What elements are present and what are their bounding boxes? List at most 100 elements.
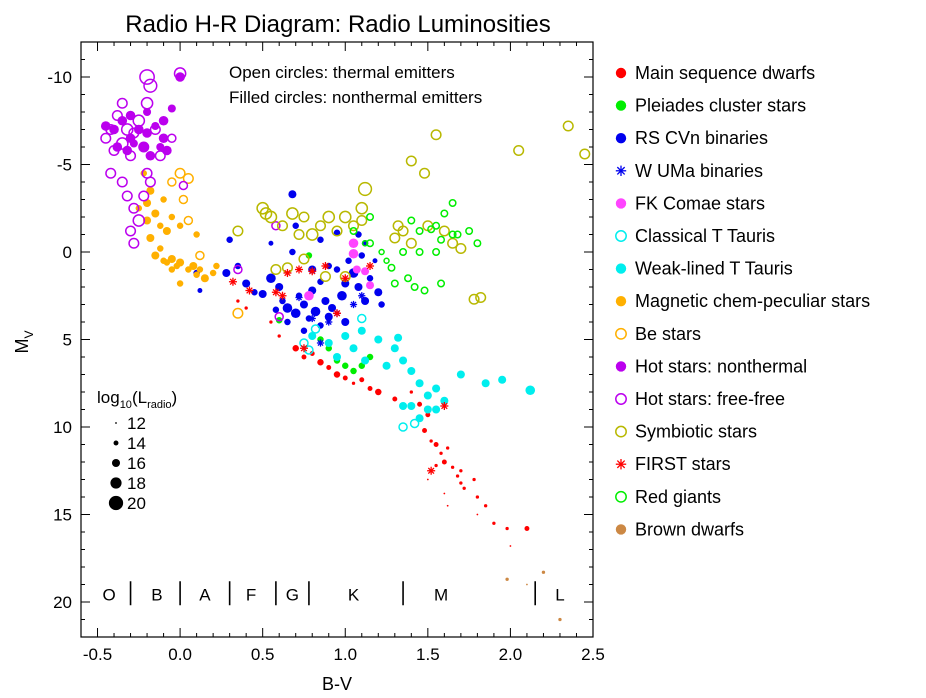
data-point (382, 361, 391, 370)
data-point (361, 296, 370, 306)
data-point (271, 288, 280, 297)
spectral-class-label: B (151, 585, 162, 604)
data-point (293, 228, 305, 241)
data-point (298, 253, 310, 265)
data-point (197, 288, 203, 293)
data-point (222, 268, 231, 278)
legend-label: Pleiades cluster stars (635, 96, 806, 116)
data-point (178, 194, 189, 205)
size-legend-marker (111, 458, 121, 468)
data-point (109, 124, 119, 135)
legend-label: Symbiotic stars (635, 422, 757, 442)
data-point (407, 401, 416, 411)
data-point (116, 176, 128, 188)
y-tick-label: 10 (53, 418, 72, 437)
data-point (422, 428, 427, 433)
data-point (455, 242, 467, 255)
data-point (236, 299, 240, 303)
data-point (268, 240, 274, 246)
legend-label: Magnetic chem-peculiar stars (635, 291, 870, 311)
data-point (271, 220, 281, 231)
legend-label: W UMa binaries (635, 161, 763, 181)
data-point (418, 167, 431, 179)
y-tick-label: 5 (63, 331, 72, 350)
data-point (456, 370, 465, 379)
data-point (142, 128, 152, 138)
data-point (429, 439, 433, 443)
data-point (459, 469, 463, 473)
data-point (279, 297, 286, 305)
data-point (433, 442, 439, 447)
data-point (139, 69, 155, 85)
data-point (437, 235, 446, 244)
data-point (151, 121, 160, 131)
data-point (232, 225, 244, 237)
data-point (509, 545, 512, 547)
data-point (232, 307, 244, 319)
data-point (483, 504, 488, 508)
data-point (108, 144, 120, 157)
data-point (284, 318, 291, 326)
data-point (415, 379, 424, 388)
data-point (151, 209, 160, 218)
data-point (324, 338, 333, 348)
data-point (324, 312, 333, 321)
data-point (308, 314, 316, 323)
data-point (333, 266, 341, 273)
data-point (301, 354, 307, 360)
series-legend: Main sequence dwarfs Pleiades cluster sta… (615, 63, 870, 539)
data-point (443, 492, 446, 495)
data-point (481, 379, 490, 388)
data-point (349, 300, 358, 309)
data-point (266, 273, 276, 284)
data-point (146, 233, 155, 243)
y-tick-label: 15 (53, 506, 72, 525)
data-point (476, 513, 479, 516)
data-point (270, 263, 282, 276)
x-tick-label: 0.0 (168, 645, 192, 664)
data-point (289, 248, 296, 256)
data-point (440, 396, 449, 405)
data-point (354, 282, 363, 292)
spectral-class-label: O (102, 585, 115, 604)
data-point (316, 339, 325, 347)
data-point (383, 257, 390, 264)
data-point (310, 306, 321, 317)
data-point (143, 78, 158, 93)
data-point (143, 216, 152, 225)
data-point (361, 356, 370, 365)
data-point (423, 405, 432, 414)
data-point (440, 209, 449, 218)
data-point (193, 271, 200, 278)
data-point (450, 465, 455, 469)
x-tick-label: 1.0 (333, 645, 357, 664)
data-point (140, 170, 148, 177)
data-point (138, 141, 150, 153)
data-point (294, 265, 304, 274)
y-tick-label: 20 (53, 593, 72, 612)
data-point (298, 211, 310, 223)
data-point (498, 375, 507, 384)
legend-marker (615, 459, 627, 470)
data-point (366, 275, 374, 282)
data-point (157, 245, 164, 252)
spectral-class-label: G (286, 585, 299, 604)
data-point (345, 257, 352, 264)
data-point (358, 292, 366, 300)
size-legend-marker (110, 477, 122, 489)
data-point (175, 72, 185, 82)
data-point (524, 526, 530, 531)
data-point (305, 252, 313, 259)
data-point (154, 150, 166, 162)
legend-marker (615, 230, 627, 242)
data-point (348, 238, 359, 249)
x-tick-label: 0.5 (251, 645, 275, 664)
data-point (349, 344, 358, 353)
spectral-class-label: L (555, 585, 564, 604)
data-point (299, 344, 308, 353)
data-point (121, 190, 133, 202)
data-point (526, 583, 528, 586)
legend-entry: Pleiades cluster stars (615, 96, 806, 116)
data-point (415, 414, 424, 423)
